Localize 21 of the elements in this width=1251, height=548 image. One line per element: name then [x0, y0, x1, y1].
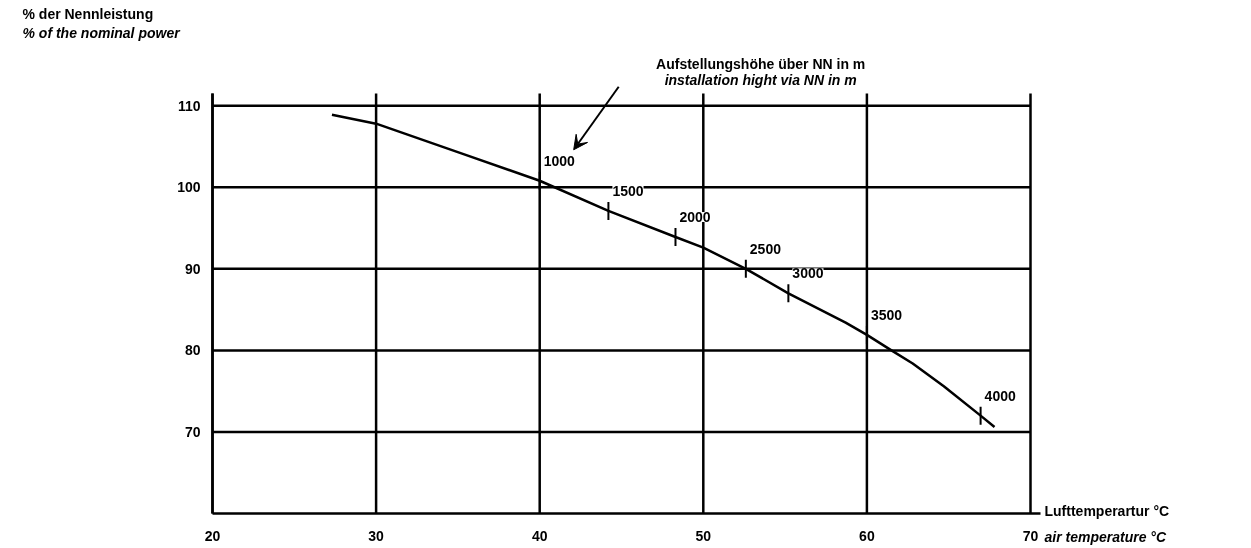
x-tick-label: 70 — [1022, 527, 1039, 544]
y-tick-label: 90 — [184, 260, 201, 277]
annotation: 4000 — [984, 387, 1016, 404]
annotation: 3500 — [870, 306, 903, 323]
annotation: 1000 — [543, 152, 576, 169]
annotation: 2500 — [749, 240, 782, 257]
annotation: 1500 — [612, 182, 644, 199]
y-tick-label: 70 — [184, 423, 201, 440]
y-axis-title: % der Nennleistung % of the nominal power — [22, 5, 182, 41]
y-tick-label: 80 — [184, 342, 201, 359]
x-axis-title: Lufttemperartur °C air temperature °C — [1044, 502, 1170, 545]
annotation: 3000 — [792, 265, 824, 282]
x-tick-label: 40 — [531, 527, 548, 544]
y-tick-label: 100 — [177, 179, 201, 196]
x-tick-label: 60 — [859, 527, 875, 544]
x-tick-label: 30 — [368, 527, 385, 544]
x-tick-label: 20 — [204, 527, 221, 544]
y-tick-label: 110 — [177, 97, 201, 114]
annotation: 2000 — [679, 209, 711, 226]
x-tick-label: 50 — [695, 527, 712, 544]
text: Aufstellungshöhe über NN in m installation hight via NN in m — [656, 55, 866, 88]
